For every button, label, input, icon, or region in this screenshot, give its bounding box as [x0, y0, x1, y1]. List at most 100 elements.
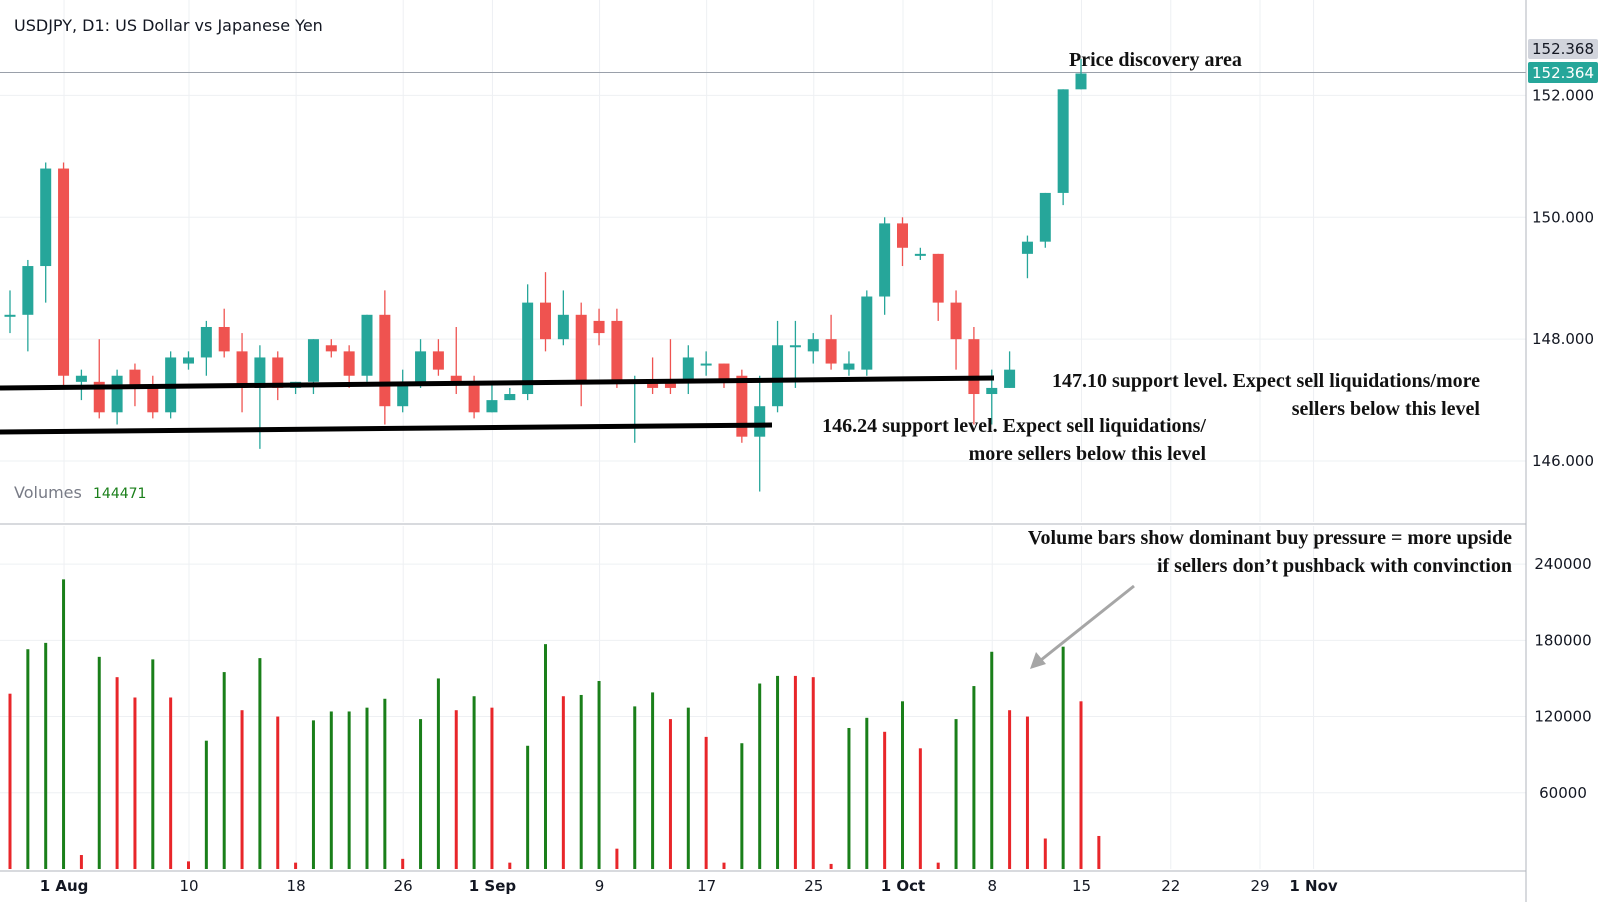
- volume-bar: [26, 649, 30, 869]
- candle: [682, 345, 694, 395]
- volume-bar: [187, 861, 190, 869]
- candle: [1057, 89, 1069, 206]
- candle: [147, 375, 159, 419]
- annotation-volume-line2: if sellers don’t pushback with convincti…: [1157, 555, 1512, 577]
- candle-body: [22, 266, 34, 315]
- candle-body: [557, 314, 569, 340]
- annotation-support-146-line2: more sellers below this level: [969, 443, 1207, 465]
- candle-body: [307, 339, 319, 382]
- candle: [343, 345, 355, 388]
- candle-body: [4, 314, 16, 317]
- time-tick-label: 1 Aug: [40, 877, 89, 895]
- time-tick-label: 18: [287, 877, 306, 895]
- volume-bar: [133, 697, 137, 869]
- time-tick-label: 25: [804, 877, 823, 895]
- time-tick-label: 29: [1250, 877, 1269, 895]
- volume-bar: [401, 858, 405, 869]
- candle: [932, 253, 944, 321]
- time-axis[interactable]: 1 Aug 10 18 26 1 Sep 9 17 25 1 Oct 8 15 22 29 1 Nov: [40, 877, 1338, 895]
- candle: [22, 259, 34, 352]
- volume-bar: [526, 745, 530, 869]
- volume-bar: [561, 696, 565, 869]
- candle: [1021, 235, 1033, 279]
- volume-bar: [44, 642, 48, 869]
- volume-bar: [740, 743, 744, 869]
- candle-body: [593, 320, 605, 334]
- candle-body: [1075, 73, 1087, 90]
- candle: [200, 320, 212, 376]
- candle: [58, 162, 70, 388]
- volume-bar: [490, 707, 494, 869]
- volume-bar: [454, 710, 458, 869]
- volume-bar: [651, 692, 655, 869]
- candle-body: [1039, 192, 1051, 242]
- candle-body: [522, 302, 534, 395]
- annotation-arrow-head: [1030, 652, 1046, 669]
- annotation-support-146-line1: 146.24 support level. Expect sell liquid…: [822, 415, 1206, 437]
- time-tick-label: 1 Oct: [881, 877, 925, 895]
- volume-bar: [383, 698, 387, 869]
- candle-body: [950, 302, 962, 340]
- price-tick-label: 152.000: [1532, 86, 1594, 104]
- volumes-label: Volumes: [14, 483, 82, 502]
- candle-body: [397, 381, 409, 407]
- candle-body: [254, 357, 266, 388]
- volume-bar: [847, 727, 851, 869]
- candle-body: [1004, 369, 1016, 388]
- time-tick-label: 17: [697, 877, 716, 895]
- price-badge-last-text: 152.364: [1532, 64, 1594, 82]
- candle: [897, 217, 908, 267]
- volume-bar: [776, 675, 780, 869]
- candle: [914, 247, 926, 260]
- volume-bar: [115, 677, 119, 869]
- volume-bar: [1025, 716, 1029, 869]
- candle: [415, 339, 427, 388]
- annotation-volume-line1: Volume bars show dominant buy pressure =…: [1028, 527, 1512, 549]
- volume-bar: [954, 719, 958, 869]
- candle: [861, 290, 873, 376]
- support-line-147: [0, 375, 995, 391]
- candle-body: [58, 168, 70, 376]
- volume-bar: [972, 686, 976, 869]
- candle-body: [415, 351, 427, 382]
- volume-bar: [579, 694, 583, 869]
- candle-body: [75, 375, 87, 382]
- candle-body: [504, 394, 516, 401]
- candle-body: [343, 351, 355, 376]
- candle-body: [754, 406, 766, 437]
- price-tick-label: 146.000: [1532, 452, 1594, 470]
- candle-body: [236, 351, 248, 388]
- price-badge-last-bg: [1528, 62, 1598, 83]
- volume-tick-label: 180000: [1534, 631, 1591, 649]
- time-tick-label: 26: [394, 877, 413, 895]
- time-tick-label: 9: [595, 877, 605, 895]
- candle-body: [361, 314, 373, 376]
- price-axis[interactable]: 152.000 150.000 148.000 146.000: [1532, 86, 1594, 470]
- candle-body: [1057, 89, 1069, 193]
- candle: [557, 290, 569, 346]
- price-tick-label: 150.000: [1532, 208, 1594, 226]
- candles-series: [4, 58, 1087, 492]
- volume-bar: [1079, 701, 1083, 869]
- volume-bar: [1097, 835, 1101, 869]
- volume-bar: [79, 855, 83, 869]
- candle: [807, 333, 819, 364]
- candle: [647, 357, 659, 395]
- price-badge-high-bg: [1528, 39, 1598, 59]
- candle-body: [682, 357, 694, 382]
- volume-tick-label: 60000: [1539, 784, 1587, 802]
- volume-axis[interactable]: 240000 180000 120000 60000: [1534, 555, 1591, 802]
- candle-body: [40, 168, 52, 267]
- candle-body: [700, 363, 712, 366]
- candle-body: [468, 381, 480, 413]
- support-line-146: [0, 422, 773, 435]
- candle: [183, 351, 194, 370]
- time-tick-label: 22: [1161, 877, 1180, 895]
- candle-body: [93, 381, 105, 413]
- candle: [40, 162, 52, 303]
- candle: [593, 308, 605, 346]
- candle-body: [129, 369, 141, 388]
- candle-body: [879, 223, 891, 297]
